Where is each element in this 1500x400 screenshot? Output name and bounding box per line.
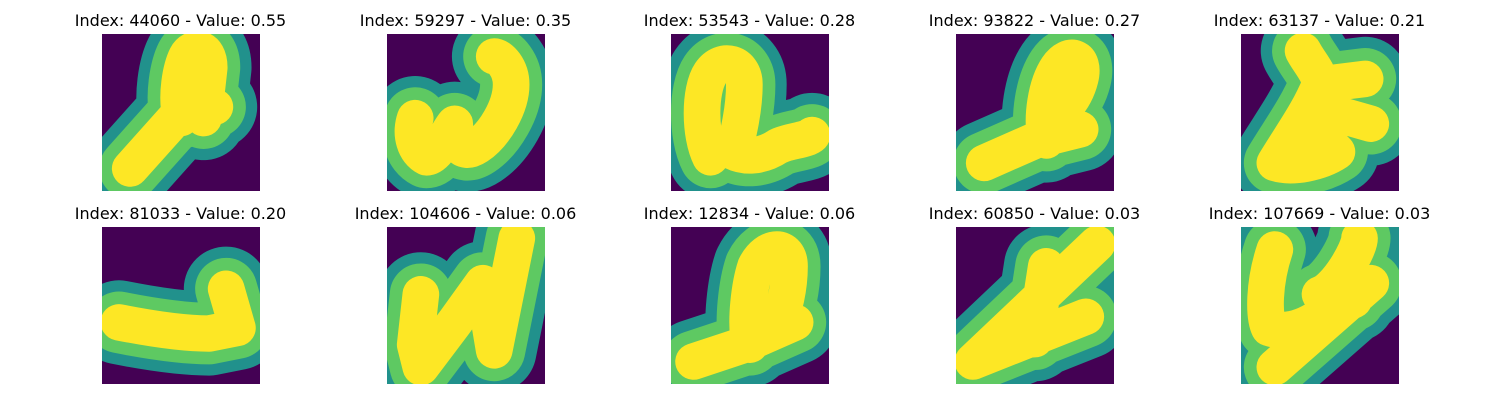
digit-image (956, 227, 1114, 384)
panel-8: Index: 12834 - Value: 0.06 (607, 205, 892, 395)
stroke (1241, 227, 1399, 384)
panel-4: Index: 93822 - Value: 0.27 (892, 12, 1177, 202)
panel-7: Index: 104606 - Value: 0.06 (323, 205, 608, 395)
panel-title: Index: 59297 - Value: 0.35 (359, 11, 572, 30)
digit-image (1241, 227, 1399, 384)
stroke (671, 34, 829, 191)
stroke (387, 34, 545, 191)
panel-2: Index: 59297 - Value: 0.35 (323, 12, 608, 202)
panel-title: Index: 107669 - Value: 0.03 (1208, 204, 1431, 223)
panel-title: Index: 53543 - Value: 0.28 (643, 11, 856, 30)
panel-1: Index: 44060 - Value: 0.55 (38, 12, 323, 202)
digit-image (387, 227, 545, 384)
panel-title: Index: 81033 - Value: 0.20 (74, 204, 287, 223)
stroke (671, 227, 829, 384)
panel-title: Index: 60850 - Value: 0.03 (928, 204, 1141, 223)
digit-image (671, 34, 829, 191)
digit-image (956, 34, 1114, 191)
panel-title: Index: 63137 - Value: 0.21 (1213, 11, 1426, 30)
panel-title: Index: 12834 - Value: 0.06 (643, 204, 856, 223)
digit-image (102, 227, 260, 384)
panel-title: Index: 93822 - Value: 0.27 (928, 11, 1141, 30)
panel-title: Index: 44060 - Value: 0.55 (74, 11, 287, 30)
panel-5: Index: 63137 - Value: 0.21 (1177, 12, 1462, 202)
digit-image (102, 34, 260, 191)
digit-image (671, 227, 829, 384)
panel-title: Index: 104606 - Value: 0.06 (354, 204, 577, 223)
stroke (956, 227, 1114, 384)
stroke (102, 246, 260, 376)
digit-image (1241, 34, 1399, 191)
panel-9: Index: 60850 - Value: 0.03 (892, 205, 1177, 395)
panel-10: Index: 107669 - Value: 0.03 (1177, 205, 1462, 395)
panel-6: Index: 81033 - Value: 0.20 (38, 205, 323, 395)
stroke (387, 227, 545, 384)
panel-3: Index: 53543 - Value: 0.28 (607, 12, 892, 202)
stroke (102, 34, 258, 191)
stroke (956, 34, 1114, 191)
stroke (1241, 34, 1399, 191)
digit-image (387, 34, 545, 191)
